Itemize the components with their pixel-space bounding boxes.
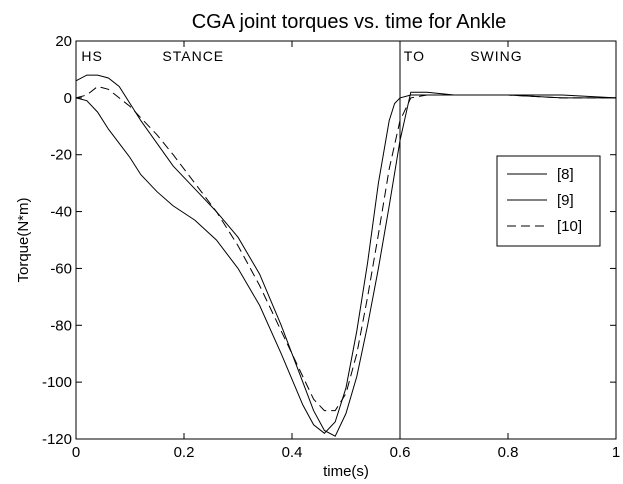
series-line-3 (75, 85, 616, 412)
phase-label: SWING (470, 48, 522, 64)
x-tick-label: 0.6 (390, 444, 411, 461)
chart-title: CGA joint torques vs. time for Ankle (192, 11, 507, 33)
y-axis: 20 0 -20 -40 -60 -80 -100 -120 (42, 33, 616, 448)
legend: [8] [9] [10] (496, 155, 601, 247)
y-tick-label: 20 (55, 33, 72, 50)
x-tick-label: 0.4 (282, 444, 303, 461)
y-tick-label: -80 (50, 317, 72, 334)
y-tick-label: -120 (42, 431, 72, 448)
phase-label: TO (404, 48, 425, 64)
x-axis: 0 0.2 0.4 0.6 0.8 1 (72, 41, 620, 461)
x-axis-label: time(s) (323, 463, 369, 480)
series-line-1 (75, 74, 617, 437)
x-tick-label: 0.8 (498, 444, 519, 461)
y-tick-label: -60 (50, 260, 72, 277)
x-tick-label: 1 (612, 444, 620, 461)
legend-label: [8] (557, 166, 574, 183)
phase-label: HS (81, 48, 102, 64)
y-tick-label: -20 (50, 147, 72, 164)
legend-label: [9] (557, 192, 574, 209)
x-tick-label: 0.2 (174, 444, 195, 461)
legend-label: [10] (557, 218, 582, 235)
y-tick-label: 0 (64, 90, 72, 107)
y-axis-label: Torque(N*m) (15, 197, 32, 282)
x-tick-label: 0 (72, 444, 80, 461)
y-tick-label: -100 (42, 374, 72, 391)
legend-box (496, 155, 601, 247)
y-tick-label: -40 (50, 204, 72, 221)
phase-label: STANCE (162, 48, 224, 64)
series-layer (75, 74, 617, 437)
phase-annotations: HS STANCE TO SWING (81, 48, 522, 64)
series-line-2 (75, 94, 616, 434)
